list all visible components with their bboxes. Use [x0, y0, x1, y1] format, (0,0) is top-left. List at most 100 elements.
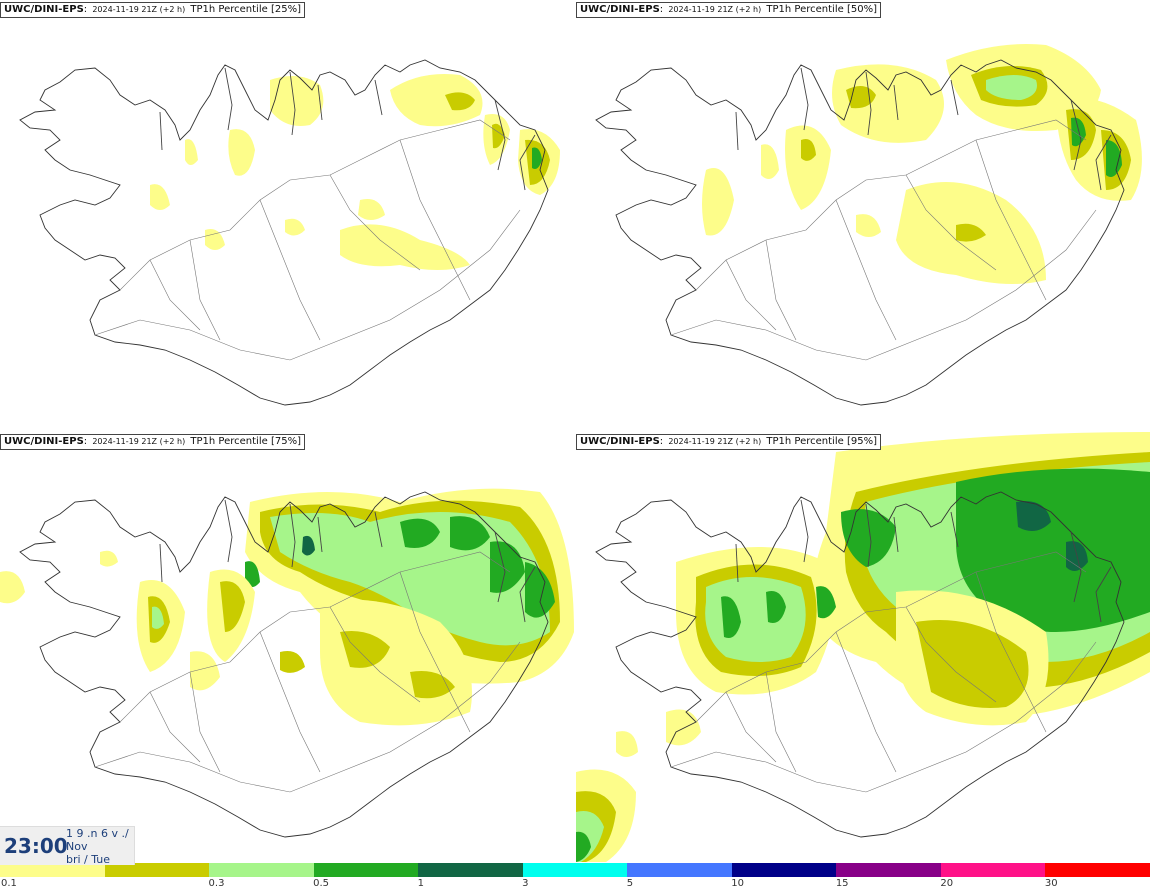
panel-title: UWC/DINI-EPS: 2024-11-19 21Z (+2 h) TP1h…	[576, 2, 881, 18]
precip-map	[19, 59, 560, 406]
precip-area	[816, 586, 836, 619]
field-label: TP1h Percentile [25%]	[190, 4, 301, 15]
colorbar-swatch	[940, 863, 1046, 877]
run-time: 2024-11-19 21Z (+2 h)	[668, 5, 762, 14]
coastline	[595, 59, 1125, 406]
precip-area	[490, 541, 525, 593]
precip-area	[1106, 140, 1122, 178]
precip-area	[801, 139, 816, 161]
colorbar-tick-label: 0.3	[208, 878, 225, 889]
precip-area	[185, 139, 198, 165]
precip-area	[190, 651, 220, 691]
precip-area	[205, 229, 225, 250]
valid-time-box: 23:00 1 9 .n 6 v ./ Nov bri / Tue	[0, 826, 135, 866]
fjord-line	[865, 503, 872, 568]
date-line-2: Nov	[66, 840, 88, 853]
coastline	[19, 491, 549, 838]
precip-area	[280, 651, 305, 673]
fjord-line	[224, 67, 233, 131]
precip-area	[1071, 117, 1086, 147]
precip-area	[445, 92, 475, 111]
map-panel-p50: UWC/DINI-EPS: 2024-11-19 21Z (+2 h) TP1h…	[576, 0, 1150, 430]
precip-area	[702, 168, 734, 236]
model-name: UWC/DINI-EPS	[4, 4, 84, 15]
road-line	[329, 606, 421, 703]
fjord-line	[1095, 566, 1112, 623]
precip-area	[856, 214, 881, 237]
precip-area	[956, 468, 1150, 632]
precip-area	[100, 550, 118, 567]
field-label: TP1h Percentile [95%]	[766, 436, 877, 447]
fjord-line	[1070, 99, 1082, 171]
precip-area	[761, 144, 779, 179]
precip-area	[400, 518, 440, 548]
panel-title: UWC/DINI-EPS: 2024-11-19 21Z (+2 h) TP1h…	[576, 434, 881, 450]
road-line	[119, 551, 511, 723]
precip-area	[832, 64, 944, 143]
fjord-line	[159, 111, 163, 151]
road-line	[149, 691, 201, 763]
road-line	[399, 139, 471, 301]
precip-area	[450, 516, 490, 551]
precip-area	[841, 509, 896, 567]
precip-area	[721, 596, 741, 638]
road-line	[905, 606, 997, 703]
precip-area	[986, 75, 1037, 100]
coastline	[595, 491, 1125, 838]
precip-area	[302, 535, 315, 556]
road-line	[259, 631, 321, 773]
precip-area	[152, 606, 164, 629]
road-line	[149, 259, 201, 331]
model-name: UWC/DINI-EPS	[4, 436, 84, 447]
fjord-line	[865, 71, 872, 136]
precip-area	[525, 562, 555, 618]
colorbar-tick-label: 10	[731, 878, 744, 889]
precip-map	[0, 488, 574, 838]
precip-area	[532, 147, 542, 169]
precip-area	[1016, 501, 1051, 531]
precip-area	[285, 218, 305, 236]
colorbar-tick-label: 5	[626, 878, 634, 889]
road-line	[670, 641, 1097, 793]
colorbar-swatch	[522, 863, 628, 877]
date-line-1: 1 9 .n 6 v ./	[66, 827, 129, 840]
colorbar-swatch	[836, 863, 941, 877]
model-name: UWC/DINI-EPS	[580, 4, 660, 15]
fjord-line	[494, 99, 506, 171]
fjord-line	[735, 111, 739, 151]
precip-area	[340, 631, 390, 668]
precip-area	[340, 224, 470, 270]
road-line	[695, 119, 1087, 291]
fjord-line	[224, 499, 233, 563]
fjord-line	[893, 516, 899, 553]
map-panel-p75: UWC/DINI-EPS: 2024-11-19 21Z (+2 h) TP1h…	[0, 432, 574, 862]
field-label: TP1h Percentile [75%]	[190, 436, 301, 447]
road-line	[975, 139, 1047, 301]
date-line-3: bri / Tue	[66, 853, 111, 866]
road-line	[765, 239, 797, 341]
road-line	[399, 571, 471, 733]
road-line	[94, 641, 521, 793]
fjord-line	[800, 67, 809, 131]
fjord-line	[289, 71, 296, 136]
road-line	[670, 209, 1097, 361]
precip-area	[228, 129, 255, 176]
valid-time-clock: 23:00	[4, 834, 68, 858]
colorbar-swatch	[1045, 863, 1150, 877]
fjord-line	[950, 79, 959, 116]
colorbar-swatch	[313, 863, 419, 877]
valid-time-date: 1 9 .n 6 v ./ Nov bri / Tue	[66, 827, 129, 866]
precip-area	[705, 577, 806, 662]
fjord-line	[289, 503, 296, 568]
road-line	[259, 199, 321, 341]
field-label: TP1h Percentile [50%]	[766, 4, 877, 15]
road-line	[695, 551, 1087, 723]
colorbar-tick-label: 20	[940, 878, 954, 889]
road-line	[94, 209, 521, 361]
precip-map	[576, 432, 1150, 862]
model-name: UWC/DINI-EPS	[580, 436, 660, 447]
road-line	[975, 571, 1047, 733]
fjord-line	[800, 499, 809, 563]
panel-title: UWC/DINI-EPS: 2024-11-19 21Z (+2 h) TP1h…	[0, 434, 305, 450]
run-time: 2024-11-19 21Z (+2 h)	[92, 437, 186, 446]
